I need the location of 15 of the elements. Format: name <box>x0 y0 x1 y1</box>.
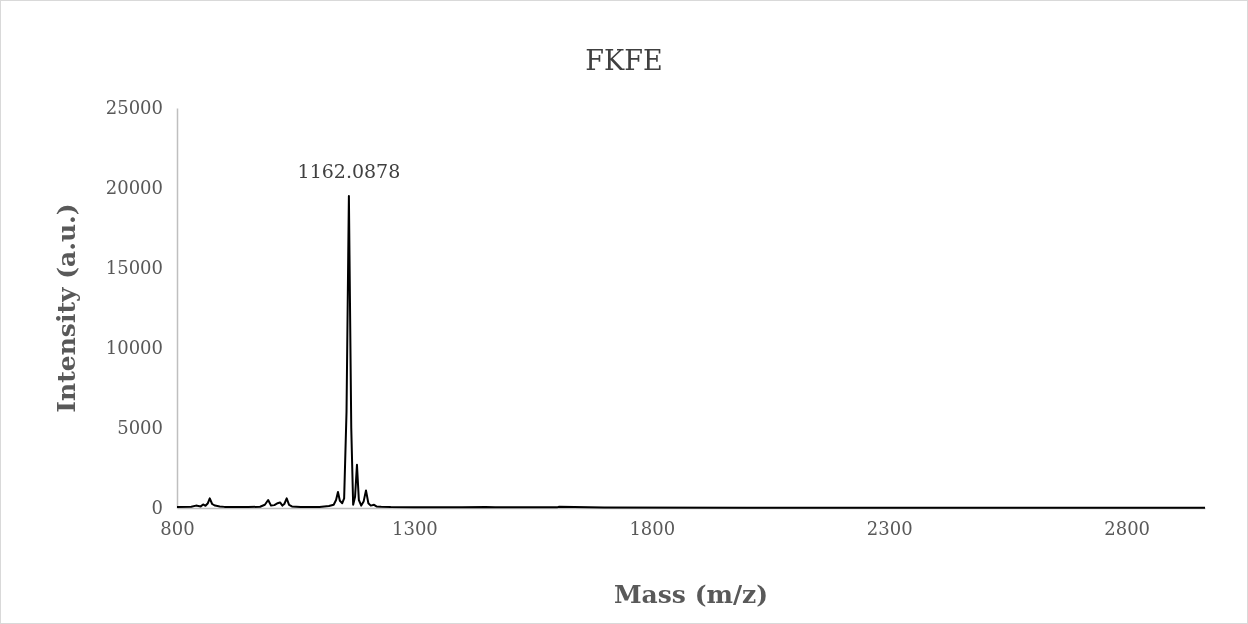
x-tick-label: 2300 <box>866 517 913 539</box>
chart-title: FKFE <box>585 45 663 76</box>
x-tick-label: 800 <box>160 517 195 539</box>
x-tick-label: 1300 <box>392 517 438 539</box>
x-tick-label: 2800 <box>1104 517 1151 539</box>
y-tick-label: 25000 <box>105 97 163 119</box>
y-tick-label: 5000 <box>117 417 163 439</box>
x-tick-label: 1800 <box>629 517 676 539</box>
annotation: 1162.0878 <box>297 160 401 182</box>
y-tick-label: 0 <box>151 497 163 519</box>
y-axis-title: Intensity (a.u.) <box>52 203 81 413</box>
x-axis-title: Mass (m/z) <box>613 580 769 609</box>
y-tick-label: 20000 <box>105 177 163 199</box>
y-tick-label: 15000 <box>105 257 163 279</box>
y-tick-label: 10000 <box>105 337 163 359</box>
